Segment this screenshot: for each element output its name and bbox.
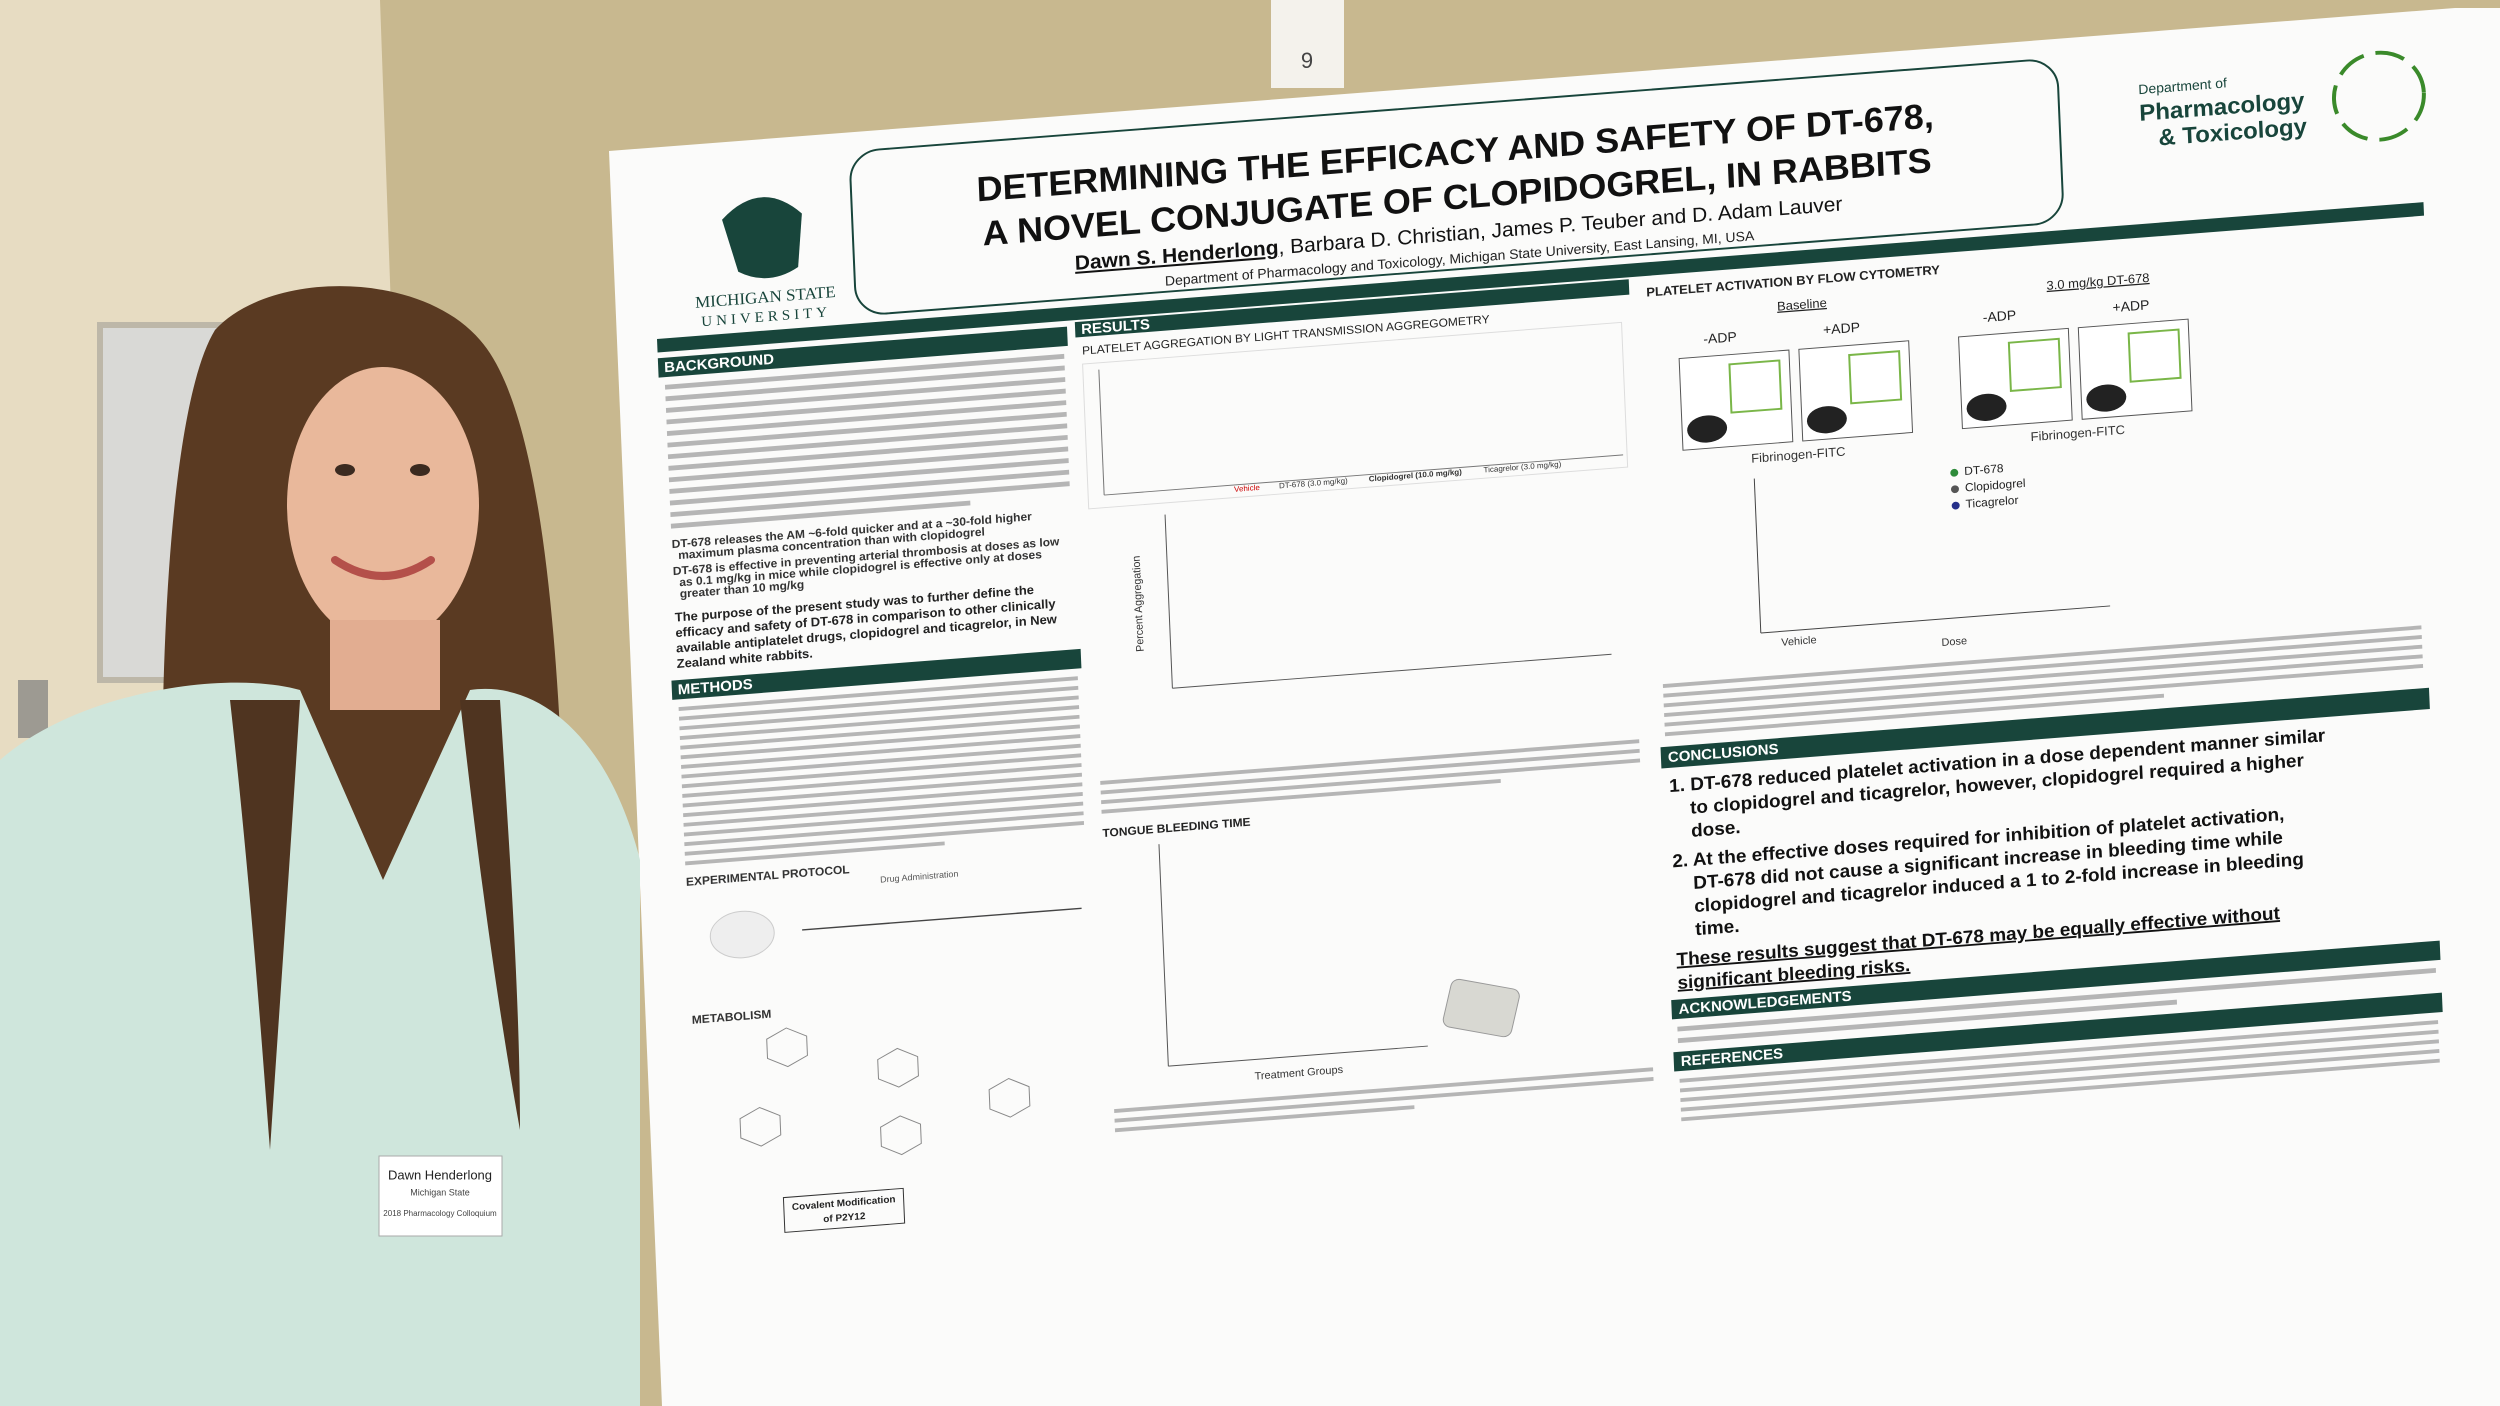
neck xyxy=(330,620,440,710)
legend-entry: Vehicle xyxy=(1234,483,1261,494)
condition: +ADP xyxy=(2112,297,2149,315)
axis-line xyxy=(1158,844,1169,1067)
section-heading: METABOLISM xyxy=(692,1007,772,1027)
callout-box xyxy=(782,1187,906,1233)
logo-ring xyxy=(2331,50,2426,142)
axis-line xyxy=(1760,605,2111,634)
top xyxy=(0,682,640,1406)
legend-swatch xyxy=(1951,501,1960,510)
x-label: Vehicle xyxy=(1781,634,1817,649)
green-band xyxy=(656,202,2425,353)
axis-line xyxy=(1172,653,1612,689)
conclusion: dose. xyxy=(1691,816,1741,840)
hair-strand xyxy=(230,700,300,1150)
body-text xyxy=(664,353,1070,529)
legend-swatch xyxy=(1950,468,1959,477)
callout: of P2Y12 xyxy=(823,1211,866,1225)
device-photo xyxy=(1442,978,1520,1038)
section-header xyxy=(1074,279,1630,338)
department-logo: Department of xyxy=(2138,76,2227,98)
legend-entry: DT-678 xyxy=(1964,461,2004,478)
axis-label: Percent Aggregation xyxy=(1131,555,1147,652)
axis-label: Fibrinogen-FITC xyxy=(2030,422,2125,444)
section-header xyxy=(1660,687,2430,769)
panel-title: Baseline xyxy=(1777,295,1827,314)
condition: -ADP xyxy=(1982,308,2016,325)
timeline xyxy=(802,907,1082,931)
title-box xyxy=(849,59,2064,315)
condition: -ADP xyxy=(1703,329,1737,346)
badge-affiliation: Michigan State xyxy=(410,1187,470,1197)
section-heading: METHODS xyxy=(678,677,754,699)
card-number: 9 xyxy=(1301,48,1313,73)
caption-text xyxy=(1114,1067,1654,1133)
badge-event: 2018 Pharmacology Colloquium xyxy=(383,1209,497,1218)
face xyxy=(287,367,479,643)
section-header xyxy=(1673,992,2443,1072)
body-text xyxy=(1677,967,2437,1044)
legend-entry: Ticagrelor xyxy=(1965,493,2018,511)
name-badge xyxy=(378,1155,503,1237)
section-header xyxy=(671,648,1082,700)
axis-line xyxy=(1104,454,1624,496)
badge-name: Dawn Henderlong xyxy=(388,1167,492,1182)
eye xyxy=(335,464,355,476)
caption-text xyxy=(1100,739,1641,814)
hair-strand xyxy=(460,700,520,1130)
section-header xyxy=(657,326,1068,378)
smile xyxy=(331,556,435,580)
legend-swatch xyxy=(1950,485,1959,494)
axis-label: Fibrinogen-FITC xyxy=(1751,444,1846,466)
section-heading: RESULTS xyxy=(1081,317,1151,338)
axis-line xyxy=(1164,514,1173,689)
caption-text xyxy=(1662,625,2424,737)
x-label: Dose xyxy=(1941,635,1967,649)
conclusion: time. xyxy=(1695,915,1740,939)
body-text xyxy=(678,676,1085,866)
tracing-panel xyxy=(1082,321,1629,510)
msu-helmet xyxy=(722,197,802,279)
condition: +ADP xyxy=(1823,320,1860,338)
legend-entry: Clopidogrel xyxy=(1965,476,2026,494)
structures xyxy=(739,1027,1031,1156)
flow-plots xyxy=(1678,318,2193,451)
axis-line xyxy=(1098,369,1105,496)
rabbit xyxy=(709,910,775,959)
axis-line xyxy=(1168,1045,1428,1067)
axis-line xyxy=(1753,478,1762,634)
section-header xyxy=(1671,940,2441,1020)
eye xyxy=(410,464,430,476)
body-text xyxy=(1679,1020,2440,1122)
number-card xyxy=(1271,0,1344,88)
outlet xyxy=(18,680,48,738)
